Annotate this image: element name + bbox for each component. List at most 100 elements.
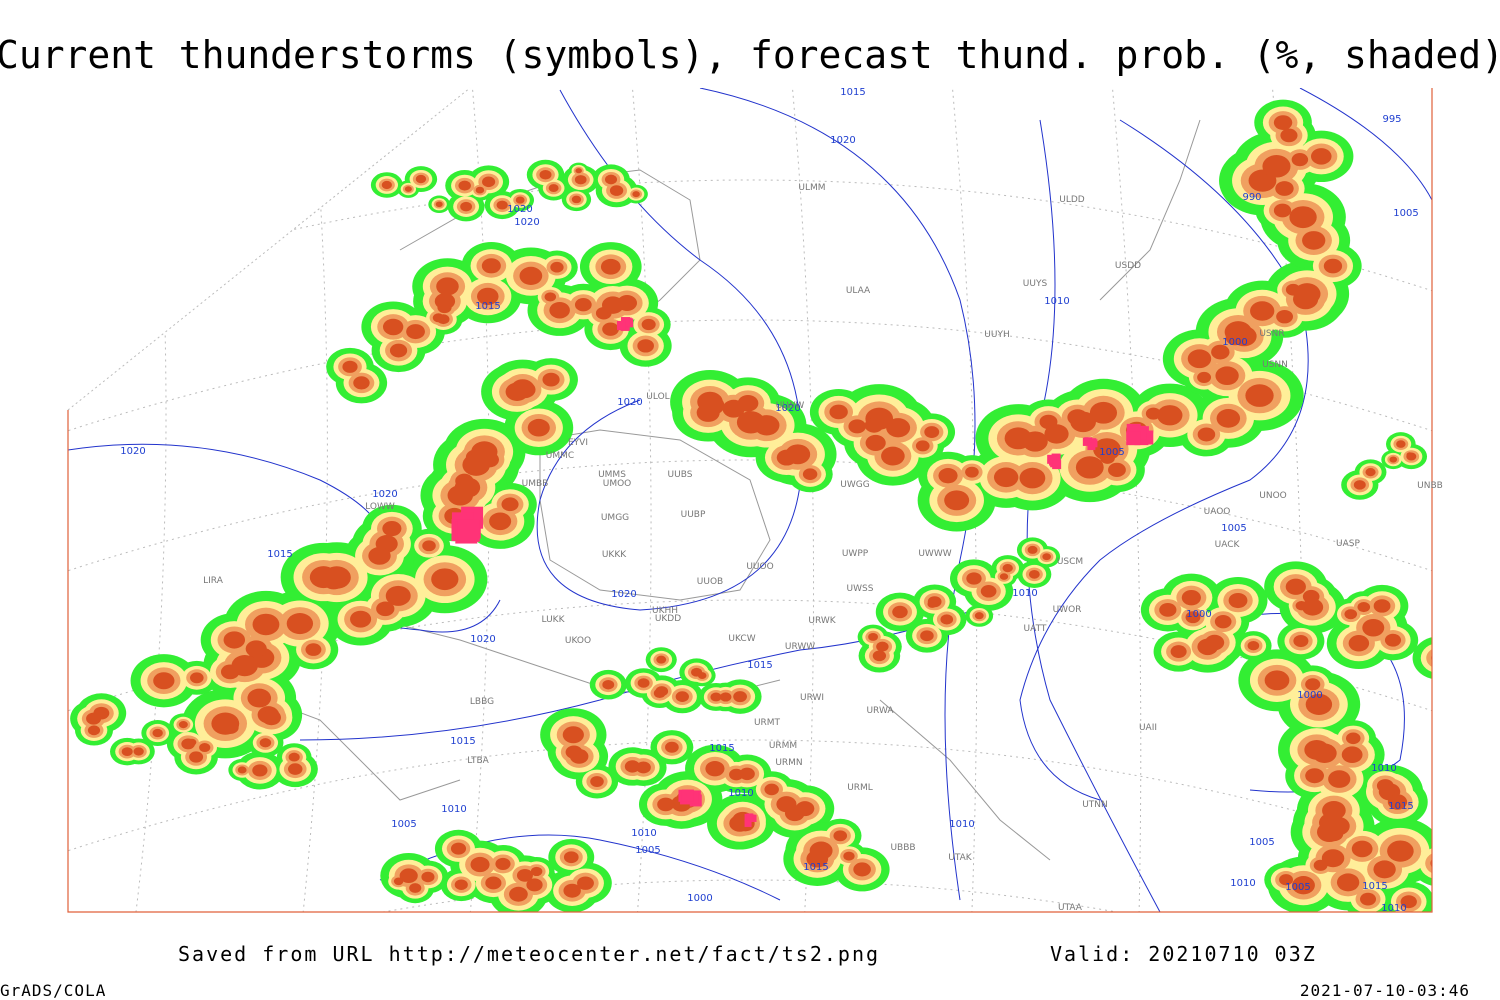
probability-shade [548,184,559,193]
probability-shade [220,664,240,680]
station-label: LTBA [467,756,489,766]
probability-shade [460,201,473,212]
station-label: UUYH [984,330,1009,340]
probability-shade [1389,456,1398,463]
probability-shade [1305,768,1324,784]
probability-shade [1004,427,1032,450]
probability-shade [1373,860,1396,879]
probability-shade [1159,602,1177,617]
probability-shade [853,862,871,877]
isobar [536,89,803,611]
isobar-label: 1015 [450,736,475,747]
probability-shade [350,610,372,628]
probability-shade [1345,732,1361,745]
graticule [68,879,1432,912]
probability-shade [1322,800,1346,820]
probability-shade [1373,599,1391,613]
probability-shade [1275,181,1294,196]
station-label: ULAA [846,286,871,296]
probability-shade [1341,746,1363,764]
probability-shade [1070,411,1096,433]
valid-text: Valid: 20210710 03Z [1050,942,1317,966]
probability-shade [1280,128,1298,143]
isobar-label: 1020 [470,634,495,645]
probability-shade [259,738,272,748]
probability-shade [637,678,650,688]
probability-shade [550,261,564,273]
isobar-label: 1005 [1285,882,1310,893]
probability-shade [133,747,144,756]
probability-shade [806,850,829,868]
probability-shade [1351,840,1373,858]
isobar-label: 1020 [611,589,636,600]
probability-shade [590,776,604,787]
probability-shade [1044,424,1069,444]
probability-shade [189,751,204,763]
thunderstorm-symbol [744,819,752,827]
isobar-label: 1000 [687,893,712,904]
probability-shade [1250,301,1275,321]
station-label: UMGG [601,513,629,523]
probability-shade [382,520,402,537]
probability-shade [1100,452,1115,464]
graticule [789,88,815,912]
isobar [699,88,976,901]
station-label: UWWW [918,549,951,559]
isobar-label: 1010 [1381,903,1406,914]
probability-shade [675,691,689,702]
probability-shade [1285,578,1306,595]
isobar [1299,88,1432,201]
probability-shade [1157,405,1183,426]
probability-shade [1187,349,1212,369]
station-label: UMMC [546,451,574,461]
probability-shade [1310,148,1332,165]
probability-shade [569,748,589,764]
probability-shade [1170,645,1187,658]
isobar-label: 1010 [728,788,753,799]
station-label: EYVI [568,438,588,448]
station-label: ULDD [1059,195,1085,205]
station-label: UASP [1336,539,1360,549]
probability-shade [178,721,188,729]
probability-shade [944,490,970,511]
probability-shade [342,360,358,373]
coastline [1099,119,1201,301]
station-label: URML [847,783,873,793]
probability-shade [1353,480,1366,490]
probability-shade [865,434,886,452]
probability-shade [1406,452,1417,461]
station-label: UKCW [728,634,755,644]
probability-shade [495,857,511,870]
probability-shade [1228,592,1248,609]
probability-shade [705,761,725,777]
probability-shade [199,743,211,753]
probability-shade [833,830,848,842]
probability-shade [881,446,905,466]
isobar-label: 1020 [617,397,642,408]
probability-shade [637,339,654,353]
probability-shade [802,468,818,480]
probability-shade [435,201,443,208]
probability-shade [368,546,391,565]
probability-shade [1262,155,1291,178]
probability-shade [1387,794,1408,810]
probability-shade [604,174,618,185]
isobar [1026,119,1161,912]
probability-shade [876,641,889,652]
probability-shade [927,596,942,608]
probability-shade [544,292,557,302]
probability-shade [1145,407,1161,420]
station-label: URMM [769,741,797,751]
station-label: LIRA [203,576,224,586]
probability-shade [152,728,163,738]
isobar-label: 1015 [1388,801,1413,812]
probability-shade [252,613,280,636]
station-label: UBBB [890,843,915,853]
probability-shade [422,540,436,552]
probability-shade [1384,633,1402,647]
isobar-label: 1015 [803,862,828,873]
isobar-label: 1015 [709,743,734,754]
probability-shade [458,180,471,191]
probability-shade [1204,634,1225,651]
